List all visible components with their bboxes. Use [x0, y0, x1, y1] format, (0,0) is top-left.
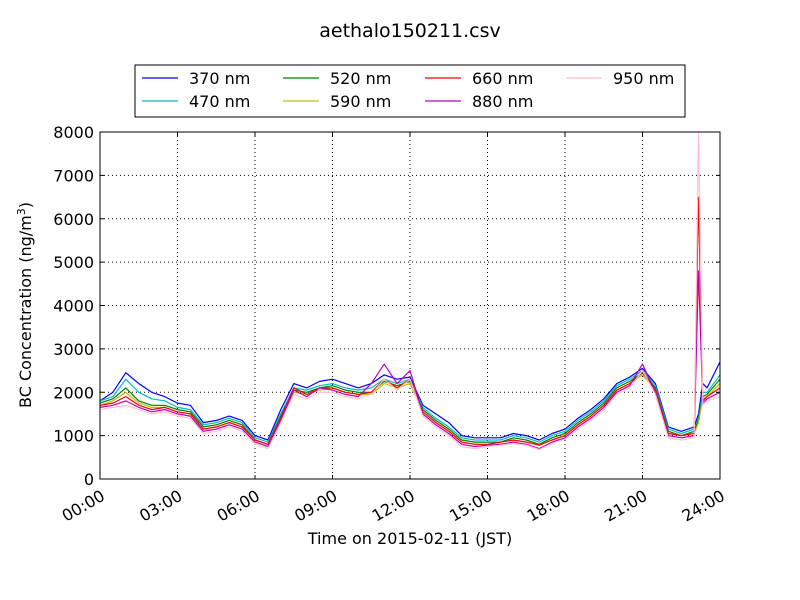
x-tick-label: 09:00	[291, 486, 340, 526]
y-axis-label-suffix: )	[16, 202, 35, 208]
x-tick-labels: 00:00 03:00 06:00 09:00 12:00 15:00 18:00 21:00…	[59, 486, 728, 526]
chart-legend: 370 nm 470 nm 520 nm 590 nm 660 nm 880 nm 950 …	[134, 64, 686, 118]
grid-lines	[100, 132, 720, 479]
legend-item: 470 nm	[142, 92, 250, 111]
legend-item: 370 nm	[142, 69, 250, 88]
y-tick-label: 5000	[53, 253, 94, 272]
x-tick-label: 12:00	[369, 486, 418, 526]
legend-label: 370 nm	[189, 69, 250, 88]
y-tick-label: 6000	[53, 210, 94, 229]
x-tick-label: 18:00	[524, 486, 573, 526]
legend-item: 880 nm	[425, 92, 533, 111]
legend-item: 520 nm	[283, 69, 391, 88]
legend-label: 660 nm	[472, 69, 533, 88]
legend-box	[134, 64, 686, 118]
series-line	[99, 270, 721, 450]
legend-item: 950 nm	[566, 69, 674, 88]
series-line	[99, 131, 721, 451]
y-axis-label: BC Concentration (ng/m3)	[15, 202, 36, 408]
axis-ticks	[99, 131, 721, 480]
legend-label: 880 nm	[472, 92, 533, 111]
y-tick-label: 4000	[53, 297, 94, 316]
x-tick-label: 06:00	[214, 486, 263, 526]
y-tick-label: 0	[84, 470, 94, 489]
y-tick-label: 1000	[53, 427, 94, 446]
y-tick-label: 3000	[53, 340, 94, 359]
legend-label: 520 nm	[330, 69, 391, 88]
series-line	[99, 370, 721, 443]
legend-item: 590 nm	[283, 92, 391, 111]
y-tick-label: 7000	[53, 166, 94, 185]
series-lines	[99, 131, 721, 451]
y-tick-labels: 0 1000 2000 3000 4000 5000 6000 7000 8000	[53, 123, 94, 489]
x-tick-label: 24:00	[679, 486, 728, 526]
x-tick-label: 00:00	[59, 486, 108, 526]
x-axis-label: Time on 2015-02-11 (JST)	[307, 529, 512, 548]
chart-title: aethalo150211.csv	[319, 20, 501, 42]
y-axis-label-text: BC Concentration (ng/m	[16, 215, 35, 408]
legend-item: 660 nm	[425, 69, 533, 88]
x-tick-label: 15:00	[446, 486, 495, 526]
y-tick-label: 2000	[53, 383, 94, 402]
legend-label: 590 nm	[330, 92, 391, 111]
x-tick-label: 21:00	[601, 486, 650, 526]
legend-label: 950 nm	[613, 69, 674, 88]
y-tick-label: 8000	[53, 123, 94, 142]
legend-label: 470 nm	[189, 92, 250, 111]
x-tick-label: 03:00	[136, 486, 185, 526]
y-axis-label-superscript: 3	[15, 208, 28, 215]
